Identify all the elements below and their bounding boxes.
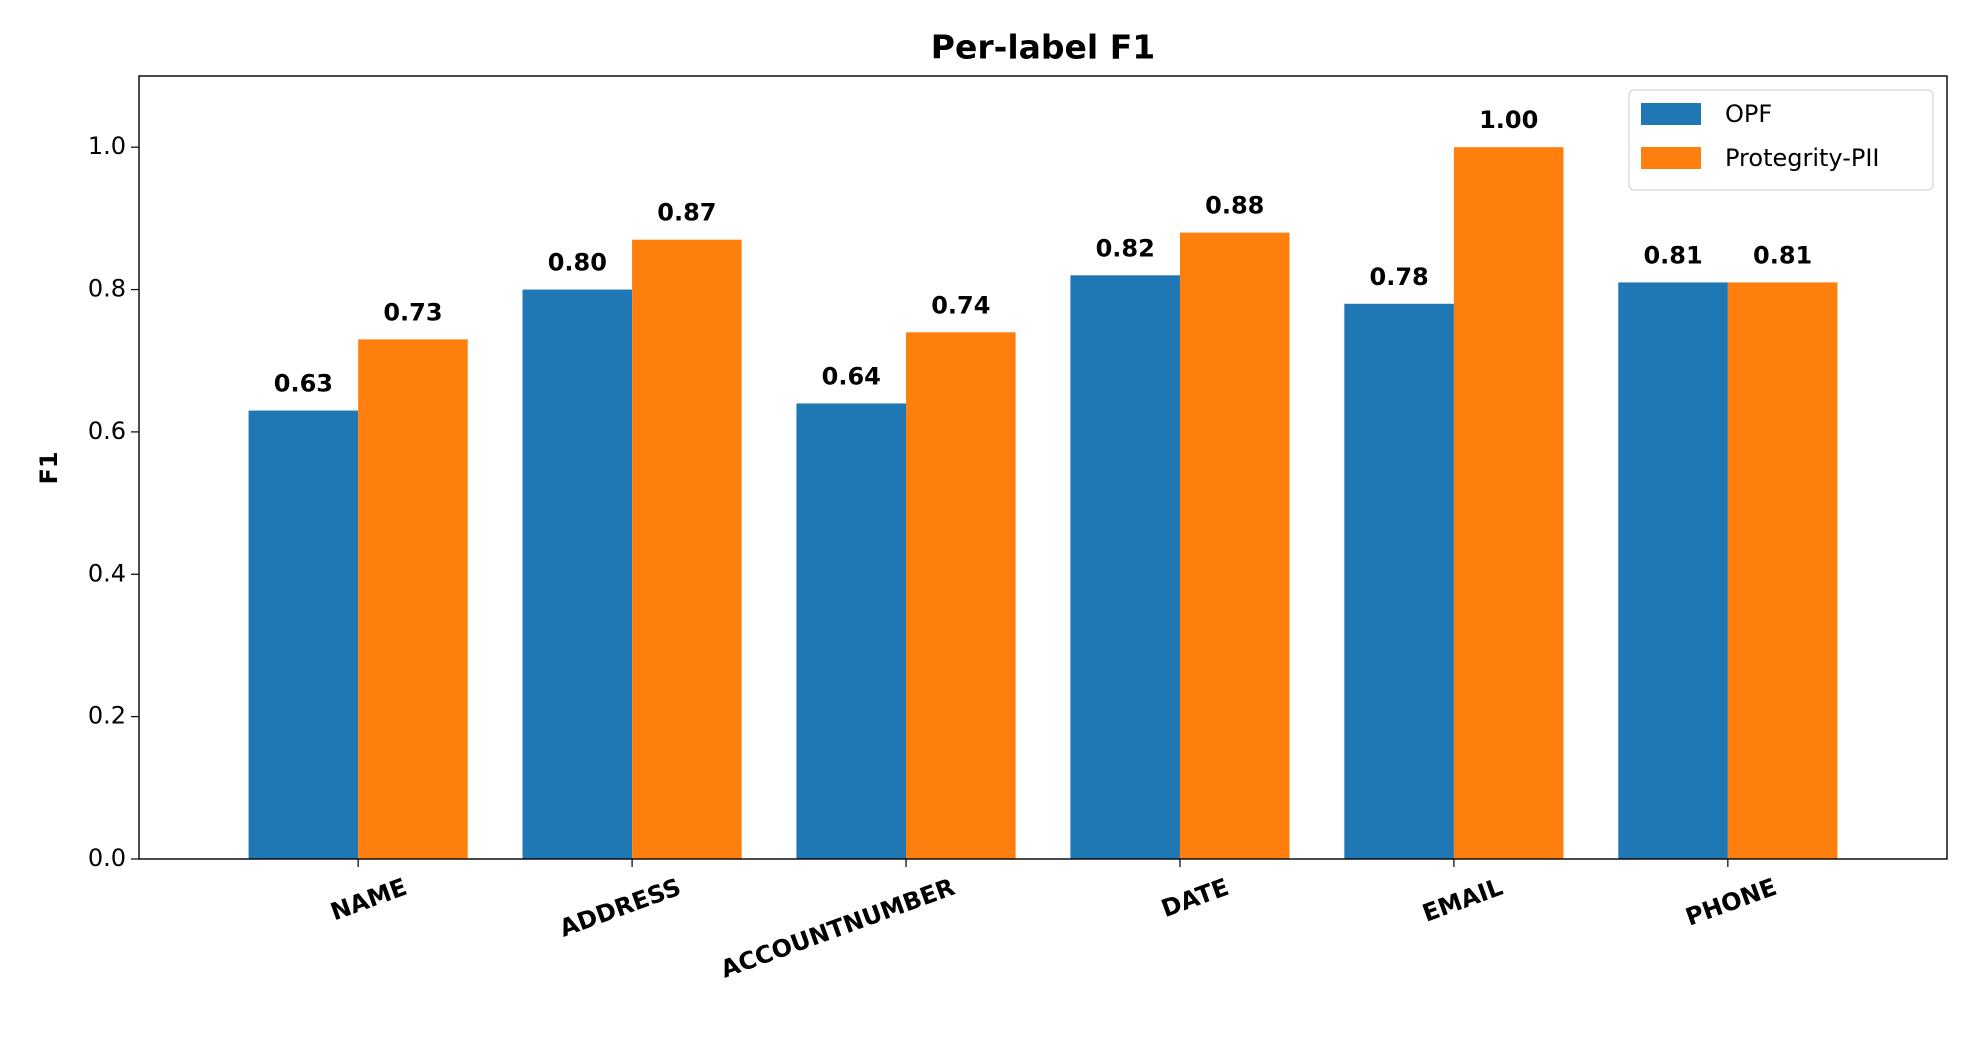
- legend-swatch: [1641, 147, 1701, 169]
- value-label: 0.73: [383, 298, 442, 326]
- x-tick-label: NAME: [327, 873, 411, 926]
- value-label: 0.82: [1096, 234, 1155, 262]
- legend-swatch: [1641, 103, 1701, 125]
- value-label: 0.64: [822, 362, 881, 390]
- bar: [522, 289, 633, 860]
- value-label: 0.74: [931, 291, 990, 319]
- bar: [248, 410, 359, 859]
- bar: [632, 239, 742, 859]
- x-tick-label: EMAIL: [1419, 873, 1507, 928]
- y-axis-label: F1: [35, 451, 63, 484]
- bar: [1179, 232, 1290, 860]
- x-tick-label: DATE: [1158, 873, 1233, 923]
- x-tick-label: ACCOUNTNUMBER: [717, 873, 958, 984]
- legend-label: OPF: [1725, 100, 1772, 128]
- bar: [1070, 275, 1180, 859]
- x-tick-label: PHONE: [1682, 873, 1780, 932]
- bar: [1727, 282, 1838, 860]
- bar: [796, 403, 907, 859]
- bar: [1453, 147, 1564, 859]
- value-label: 0.81: [1643, 241, 1702, 269]
- chart-title: Per-label F1: [931, 28, 1155, 67]
- y-tick-label: 0.0: [88, 844, 126, 872]
- value-label: 0.81: [1753, 241, 1812, 269]
- value-label: 0.88: [1205, 192, 1264, 220]
- value-label: 1.00: [1479, 106, 1538, 134]
- bar: [1344, 303, 1454, 859]
- legend-box: [1628, 89, 1934, 191]
- legend-label: Protegrity-PII: [1725, 144, 1880, 172]
- y-tick-label: 0.6: [88, 417, 126, 445]
- value-label: 0.78: [1370, 263, 1429, 291]
- plot-frame: [138, 75, 1948, 860]
- bar: [906, 332, 1016, 860]
- y-tick-label: 0.4: [88, 559, 126, 587]
- value-label: 0.87: [657, 199, 716, 227]
- y-tick-label: 0.8: [88, 275, 126, 303]
- bar: [358, 339, 468, 859]
- y-tick-label: 1.0: [88, 132, 126, 160]
- x-tick-label: ADDRESS: [556, 873, 685, 943]
- value-label: 0.80: [548, 249, 607, 277]
- bar: [1618, 282, 1728, 860]
- y-tick-label: 0.2: [88, 702, 126, 730]
- value-label: 0.63: [274, 370, 333, 398]
